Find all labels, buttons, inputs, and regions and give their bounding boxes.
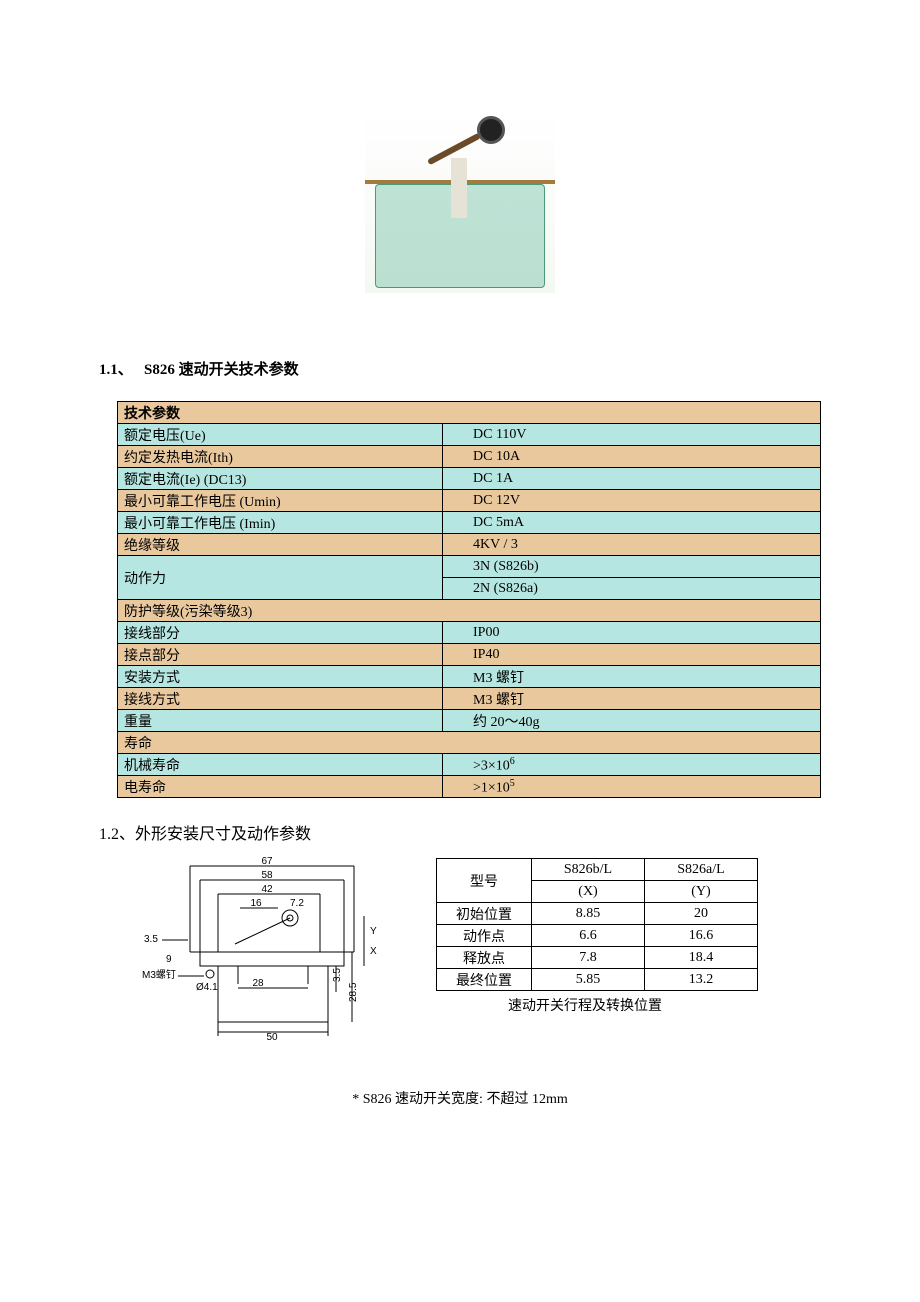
spec-life-header: 寿命 xyxy=(118,732,821,754)
spec-elec-life-label: 电寿命 xyxy=(118,776,443,798)
spec-label: 约定发热电流(Ith) xyxy=(118,446,443,468)
spec-label: 安装方式 xyxy=(118,666,443,688)
spec-table-header: 技术参数 xyxy=(118,402,821,424)
spec-value: M3 螺钉 xyxy=(443,688,821,710)
op-label: 初始位置 xyxy=(437,903,532,925)
table-row: 重量约 20～40g xyxy=(118,710,821,732)
spec-label: 接线部分 xyxy=(118,622,443,644)
svg-text:X: X xyxy=(370,946,377,957)
spec-label: 重量 xyxy=(118,710,443,732)
spec-value: 约 20～40g xyxy=(443,710,821,732)
svg-text:28.5: 28.5 xyxy=(348,982,359,1002)
op-val-a: 16.6 xyxy=(645,925,758,947)
table-row: 额定电流(Ie) (DC13)DC 1A xyxy=(118,468,821,490)
svg-text:3.5: 3.5 xyxy=(332,968,343,982)
spec-label: 最小可靠工作电压 (Umin) xyxy=(118,490,443,512)
table-row: 初始位置8.8520 xyxy=(437,903,758,925)
product-photo-area xyxy=(0,108,920,298)
svg-text:50: 50 xyxy=(266,1032,278,1043)
technical-drawing: 67 58 42 16 7.2 xyxy=(140,852,396,1048)
svg-text:58: 58 xyxy=(261,870,273,881)
table-row: 动作点6.616.6 xyxy=(437,925,758,947)
svg-text:M3螺钉: M3螺钉 xyxy=(142,969,176,981)
spec-value: 4KV / 3 xyxy=(443,534,821,556)
spec-label: 绝缘等级 xyxy=(118,534,443,556)
svg-text:16: 16 xyxy=(250,898,262,909)
op-label: 最终位置 xyxy=(437,969,532,991)
spec-label: 接点部分 xyxy=(118,644,443,666)
table-row: 绝缘等级4KV / 3 xyxy=(118,534,821,556)
svg-text:Ø4.1: Ø4.1 xyxy=(196,982,218,993)
op-col-b: S826b/L xyxy=(532,859,645,881)
op-val-b: 5.85 xyxy=(532,969,645,991)
spec-actuation-v1: 3N (S826b) xyxy=(443,556,821,578)
table-row: 最小可靠工作电压 (Umin)DC 12V xyxy=(118,490,821,512)
spec-value: DC 10A xyxy=(443,446,821,468)
spec-value: DC 110V xyxy=(443,424,821,446)
spec-elec-life-value: >1×105 xyxy=(443,776,821,798)
product-photo xyxy=(365,108,555,293)
svg-text:67: 67 xyxy=(261,856,273,867)
spec-label: 额定电流(Ie) (DC13) xyxy=(118,468,443,490)
spec-value: IP40 xyxy=(443,644,821,666)
spec-value: DC 5mA xyxy=(443,512,821,534)
svg-text:3.5: 3.5 xyxy=(144,934,158,945)
section-1-1-number: 1.1、 xyxy=(99,362,133,378)
spec-mech-life-value: >3×106 xyxy=(443,754,821,776)
op-label: 释放点 xyxy=(437,947,532,969)
spec-value: M3 螺钉 xyxy=(443,666,821,688)
spec-mech-life-label: 机械寿命 xyxy=(118,754,443,776)
table-row: 最小可靠工作电压 (Imin)DC 5mA xyxy=(118,512,821,534)
spec-protection-header: 防护等级(污染等级3) xyxy=(118,600,821,622)
spec-label: 接线方式 xyxy=(118,688,443,710)
op-table-caption: 速动开关行程及转换位置 xyxy=(436,995,734,1015)
table-row: 安装方式M3 螺钉 xyxy=(118,666,821,688)
spec-actuation-v2: 2N (S826a) xyxy=(443,578,821,600)
op-val-a: 18.4 xyxy=(645,947,758,969)
spec-actuation-label: 动作力 xyxy=(118,556,443,600)
section-1-2-heading: 1.2、外形安装尺寸及动作参数 xyxy=(99,820,920,844)
op-val-b: 6.6 xyxy=(532,925,645,947)
op-val-b: 8.85 xyxy=(532,903,645,925)
op-label: 动作点 xyxy=(437,925,532,947)
footnote: * S826 速动开关宽度: 不超过 12mm xyxy=(0,1088,920,1108)
spec-value: IP00 xyxy=(443,622,821,644)
op-col-a-sub: (Y) xyxy=(645,881,758,903)
svg-text:28: 28 xyxy=(252,978,264,989)
table-row: 最终位置5.8513.2 xyxy=(437,969,758,991)
table-row: 额定电压(Ue)DC 110V xyxy=(118,424,821,446)
op-col-model: 型号 xyxy=(437,859,532,903)
spec-value: DC 12V xyxy=(443,490,821,512)
section-1-1-heading: 1.1、 S826 速动开关技术参数 xyxy=(99,358,920,379)
op-col-b-sub: (X) xyxy=(532,881,645,903)
table-row: 接点部分IP40 xyxy=(118,644,821,666)
table-row: 约定发热电流(Ith)DC 10A xyxy=(118,446,821,468)
section-1-1-title: S826 速动开关技术参数 xyxy=(144,362,299,378)
svg-text:7.2: 7.2 xyxy=(290,898,304,909)
op-val-a: 13.2 xyxy=(645,969,758,991)
operation-table: 型号 S826b/L S826a/L (X) (Y) 初始位置8.8520动作点… xyxy=(436,858,758,991)
spec-label: 最小可靠工作电压 (Imin) xyxy=(118,512,443,534)
svg-text:9: 9 xyxy=(166,954,172,965)
spec-value: DC 1A xyxy=(443,468,821,490)
svg-text:42: 42 xyxy=(261,884,273,895)
spec-label: 额定电压(Ue) xyxy=(118,424,443,446)
op-val-b: 7.8 xyxy=(532,947,645,969)
table-row: 接线部分IP00 xyxy=(118,622,821,644)
table-row: 释放点7.818.4 xyxy=(437,947,758,969)
spec-table: 技术参数 额定电压(Ue)DC 110V约定发热电流(Ith)DC 10A额定电… xyxy=(117,401,821,798)
op-col-a: S826a/L xyxy=(645,859,758,881)
table-row: 接线方式M3 螺钉 xyxy=(118,688,821,710)
svg-text:Y: Y xyxy=(370,926,377,937)
op-val-a: 20 xyxy=(645,903,758,925)
